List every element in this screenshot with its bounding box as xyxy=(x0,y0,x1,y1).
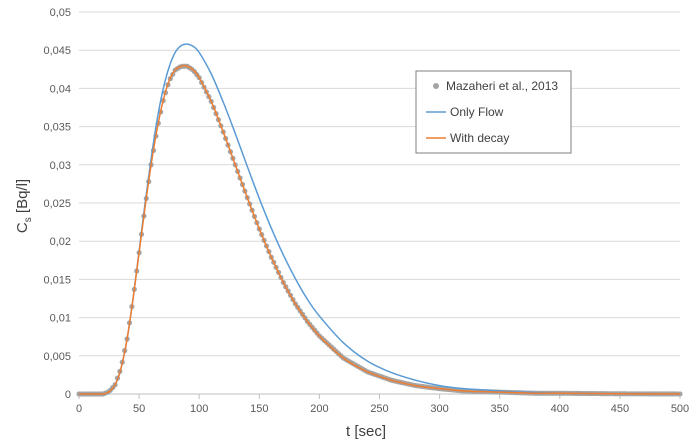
y-axis-title-subscript: s xyxy=(23,217,34,222)
y-tick-label: 0,035 xyxy=(43,122,71,134)
x-tick-label: 500 xyxy=(671,403,689,415)
y-tick-labels: 0 0,005 0,01 0,015 0,02 0,025 0,03 0,035 0,04 0,0… xyxy=(43,7,71,401)
legend: Mazaheri et al., 2013 Only Flow With dec… xyxy=(415,70,572,154)
y-tick-label: 0 xyxy=(65,389,71,401)
y-axis-title-main: C xyxy=(14,222,31,233)
x-tick-labels: 0 50 100 150 200 250 300 350 400 450 500 xyxy=(76,403,689,415)
gridlines xyxy=(78,11,681,399)
legend-label-only-flow: Only Flow xyxy=(450,105,504,119)
x-tick-label: 150 xyxy=(250,403,268,415)
x-tick-label: 350 xyxy=(491,403,509,415)
legend-marker-mazaheri xyxy=(433,83,439,89)
y-tick-label: 0,02 xyxy=(50,236,71,248)
series-line-with-decay xyxy=(79,65,681,395)
x-tick-label: 200 xyxy=(310,403,328,415)
y-tick-label: 0,005 xyxy=(43,351,71,363)
legend-label-mazaheri: Mazaheri et al., 2013 xyxy=(446,79,558,93)
y-tick-label: 0,015 xyxy=(43,274,71,286)
x-tick-label: 100 xyxy=(190,403,208,415)
y-tick-label: 0,045 xyxy=(43,45,71,57)
y-tick-label: 0,01 xyxy=(50,313,71,325)
data-point-mazaheri xyxy=(677,391,683,397)
x-tick-label: 250 xyxy=(370,403,388,415)
y-tick-label: 0,025 xyxy=(43,198,71,210)
plot-area xyxy=(76,43,683,397)
x-tick-label: 450 xyxy=(611,403,629,415)
x-tick-label: 50 xyxy=(133,403,145,415)
y-tick-label: 0,04 xyxy=(50,83,71,95)
x-tick-label: 400 xyxy=(551,403,569,415)
y-tick-label: 0,03 xyxy=(50,160,71,172)
x-tick-label: 300 xyxy=(430,403,448,415)
x-tick-label: 0 xyxy=(76,403,82,415)
y-axis-title-unit: [Bq/l] xyxy=(14,179,31,217)
y-tick-label: 0,05 xyxy=(50,7,71,19)
legend-label-with-decay: With decay xyxy=(450,131,509,145)
x-axis-title: t [sec] xyxy=(346,423,386,440)
y-axis-title: Cs [Bq/l] xyxy=(14,179,34,233)
